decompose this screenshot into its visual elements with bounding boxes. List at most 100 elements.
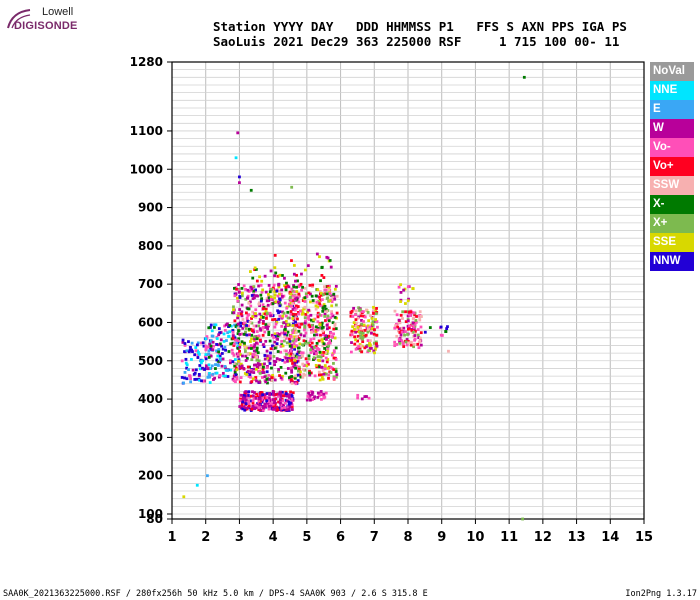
echo-point: [312, 337, 316, 341]
echo-point: [263, 312, 267, 316]
echo-point: [235, 341, 238, 345]
y-tick-label: 1280: [130, 55, 163, 69]
echo-point: [320, 321, 324, 325]
echo-point: [291, 317, 295, 320]
echo-point: [199, 359, 202, 363]
echo-point: [413, 324, 417, 328]
echo-point: [253, 337, 257, 341]
echo-point: [315, 352, 318, 355]
echo-point: [269, 379, 273, 382]
echo-point: [290, 405, 294, 408]
echo-point: [296, 322, 300, 326]
echo-point: [249, 188, 253, 192]
echo-point: [290, 403, 294, 407]
echo-point: [247, 313, 251, 317]
echo-point: [264, 290, 268, 294]
echo-point: [359, 333, 363, 337]
echo-point: [307, 391, 311, 395]
echo-point: [241, 354, 244, 358]
echo-point: [280, 288, 284, 292]
echo-point: [447, 349, 450, 353]
echo-point: [255, 366, 259, 369]
echo-point: [255, 379, 258, 383]
echo-point: [410, 328, 414, 332]
echo-point: [294, 374, 297, 378]
echo-point: [250, 337, 253, 341]
echo-point: [246, 294, 250, 298]
echo-point: [262, 345, 266, 348]
echo-point: [290, 346, 294, 349]
echo-point: [278, 398, 282, 401]
x-tick-label: 10: [466, 530, 484, 545]
echo-point: [286, 367, 290, 370]
echo-point: [303, 305, 307, 309]
echo-point: [399, 300, 402, 303]
echo-point: [257, 320, 261, 324]
footer-file-info: SAA0K_2021363225000.RSF / 280fx256h 50 k…: [3, 589, 428, 599]
legend-item-x-: X-: [650, 195, 694, 214]
echo-point: [278, 401, 282, 404]
echo-point: [238, 332, 242, 336]
echo-point: [235, 362, 239, 366]
echo-point: [290, 336, 294, 340]
echo-point: [329, 371, 333, 374]
echo-point: [322, 303, 326, 306]
echo-point: [301, 285, 304, 289]
echo-point: [271, 398, 275, 401]
echo-point: [332, 327, 336, 331]
echo-point: [254, 312, 257, 316]
echo-point: [374, 309, 378, 313]
echo-point: [190, 341, 194, 345]
echo-point: [238, 296, 242, 299]
echo-point: [332, 368, 336, 372]
echo-point: [322, 372, 326, 376]
echo-point: [249, 399, 252, 403]
echo-point: [258, 392, 262, 395]
echo-point: [325, 372, 328, 376]
echo-point: [315, 333, 319, 337]
echo-point: [278, 298, 282, 302]
echo-point: [287, 396, 291, 399]
echo-point: [243, 344, 247, 347]
echo-point: [291, 365, 295, 369]
echo-point: [280, 339, 284, 343]
echo-point: [354, 313, 357, 317]
echo-point: [332, 356, 336, 360]
echo-point: [213, 323, 216, 327]
echo-point: [249, 344, 253, 347]
echo-point: [291, 391, 295, 395]
echo-point: [363, 334, 367, 338]
legend-item-w: W: [650, 119, 694, 138]
echo-point: [317, 313, 321, 317]
echo-point: [360, 309, 364, 313]
echo-point: [246, 365, 250, 369]
echo-point: [309, 398, 312, 402]
echo-point: [295, 285, 298, 289]
echo-point: [219, 358, 223, 362]
echo-point: [323, 285, 326, 289]
echo-point: [262, 319, 265, 323]
echo-point: [217, 333, 221, 337]
echo-point: [404, 330, 407, 334]
echo-point: [236, 345, 240, 348]
echo-point: [325, 310, 329, 313]
echo-point: [289, 349, 293, 353]
y-tick-label: 300: [138, 430, 163, 444]
echo-point: [252, 289, 255, 293]
echo-point: [278, 374, 281, 377]
echo-point: [296, 310, 300, 314]
echo-point: [273, 334, 277, 338]
echo-point: [369, 330, 373, 333]
echo-point: [240, 364, 244, 368]
echo-point: [293, 345, 296, 349]
echo-point: [335, 311, 339, 315]
echo-point: [395, 343, 399, 346]
echo-point: [354, 347, 358, 351]
echo-point: [335, 373, 339, 377]
echo-point: [302, 334, 306, 338]
echo-point: [289, 334, 293, 338]
echo-point: [324, 319, 327, 322]
echo-point: [406, 327, 410, 331]
echo-point: [254, 341, 258, 345]
echo-point: [279, 392, 283, 396]
